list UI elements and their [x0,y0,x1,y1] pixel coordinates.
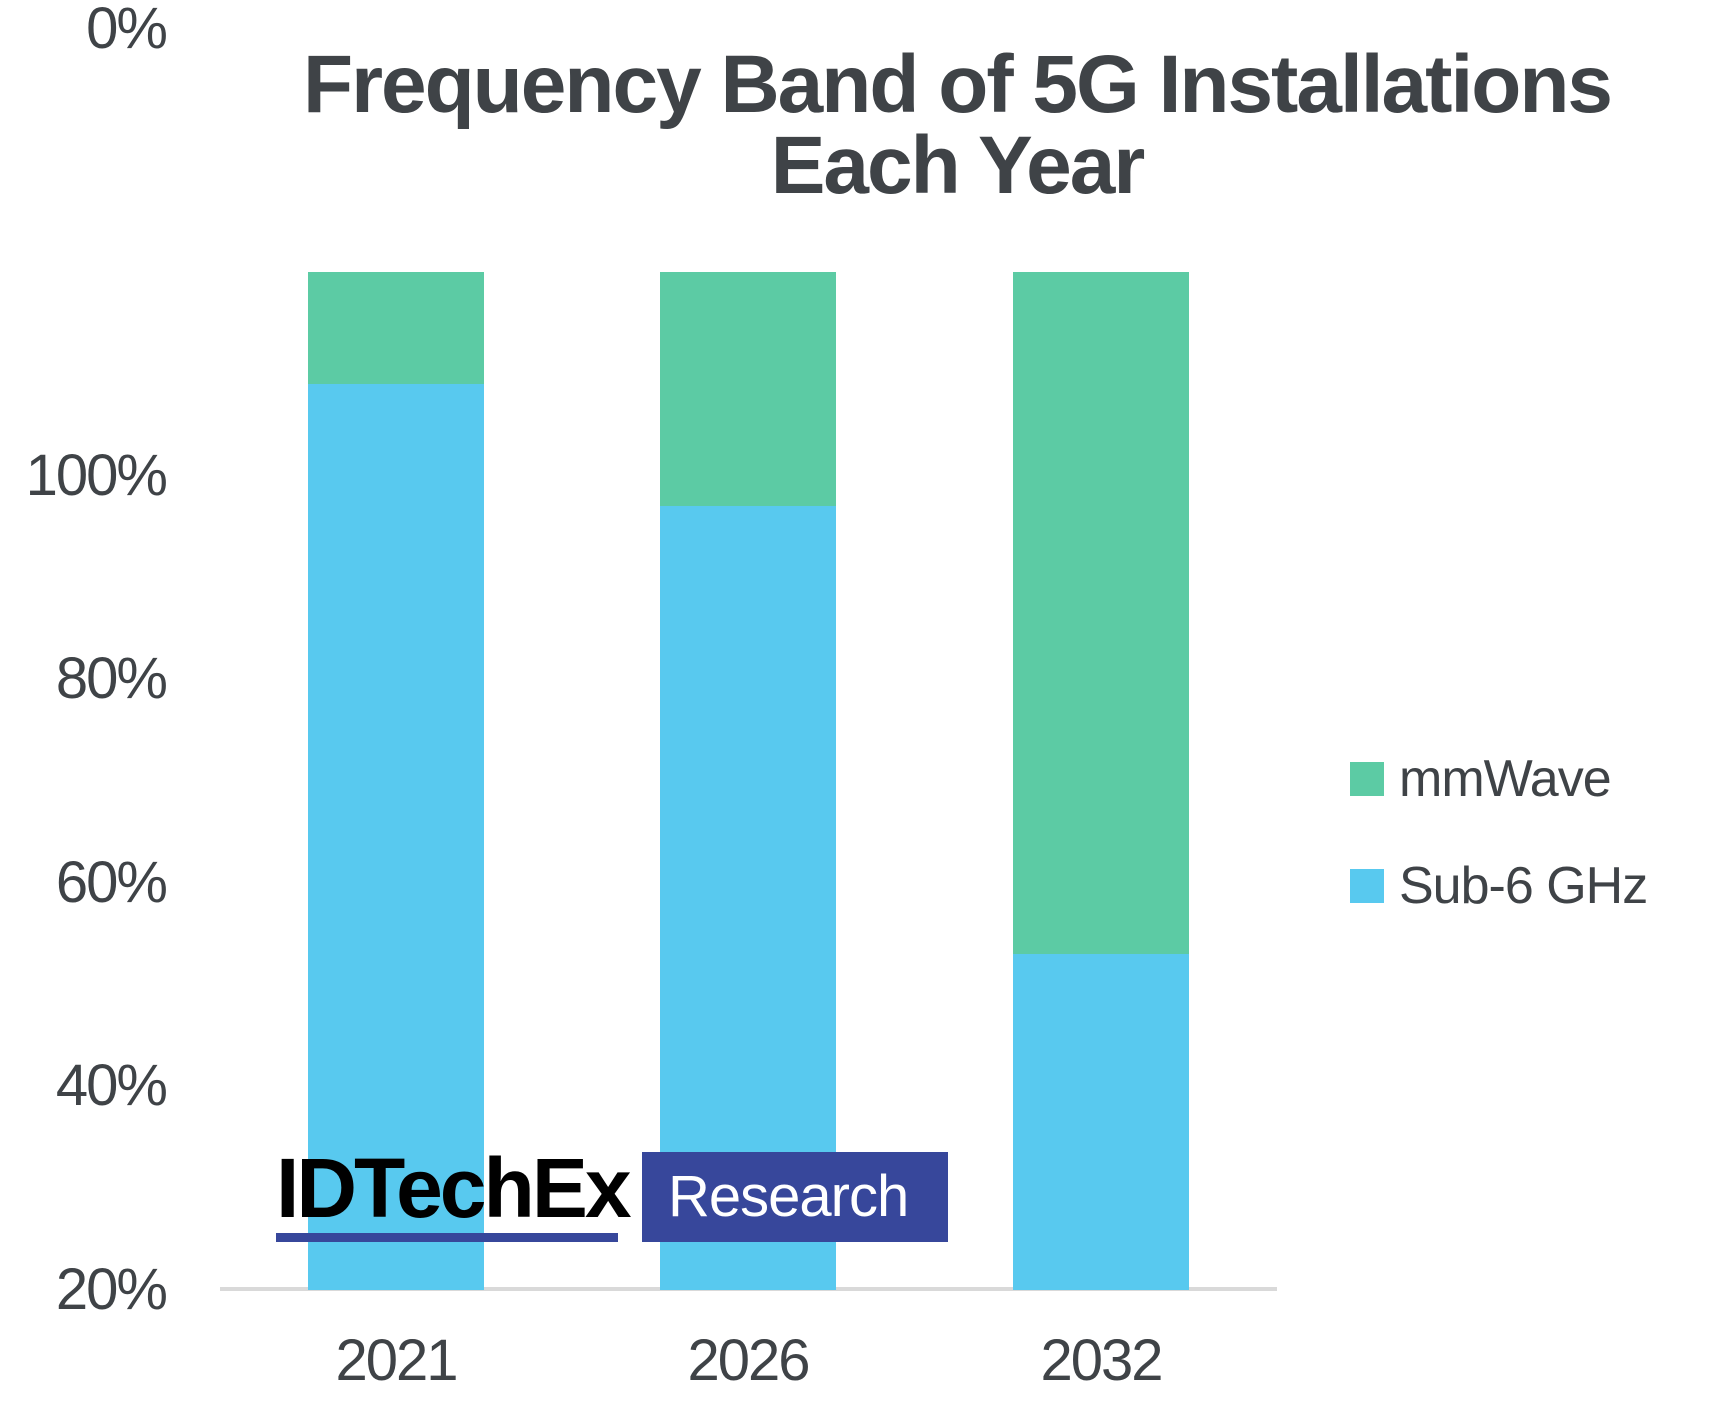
bar-2021 [308,272,484,1290]
research-logo-text: Research [668,1164,909,1229]
y-tick-40: 40% [55,1053,168,1118]
bar-2021-sub6-segment [308,383,484,1290]
y-tick-60: 60% [55,850,168,915]
legend-swatch-sub6-icon [1350,869,1384,903]
chart-title-line-1: Frequency Band of 5G Installations [302,39,1613,130]
legend-entry-mmwave: mmWave [1350,753,1647,805]
bar-2026 [660,272,836,1290]
bar-2032 [1013,272,1189,1290]
y-tick-0: 0% [86,0,168,61]
idtechex-logo-underline [276,1233,618,1242]
chart-title-line-2: Each Year [770,120,1146,211]
legend-label-mmwave: mmWave [1399,750,1612,808]
legend: mmWave Sub-6 GHz [1350,753,1648,915]
x-tick-2032: 2032 [1040,1328,1163,1393]
bar-2032-sub6-segment [1013,954,1189,1290]
legend-swatch-mmwave-icon [1350,762,1384,796]
x-tick-2026: 2026 [687,1328,810,1393]
research-logo-box: Research [642,1152,948,1242]
idtechex-logo-text: IDTechEx [276,1141,632,1235]
y-tick-100: 100% [25,443,168,508]
legend-label-sub6: Sub-6 GHz [1399,857,1648,915]
y-tick-20: 20% [55,1257,168,1322]
chart-title: Frequency Band of 5G Installations Each … [204,39,1710,211]
y-tick-80: 80% [55,646,168,711]
legend-entry-sub6: Sub-6 GHz [1350,857,1648,915]
x-tick-2021: 2021 [335,1328,458,1393]
bar-2021-mmwave-segment [308,272,484,384]
bar-2026-mmwave-segment [660,272,836,507]
bar-2032-mmwave-segment [1013,272,1189,955]
